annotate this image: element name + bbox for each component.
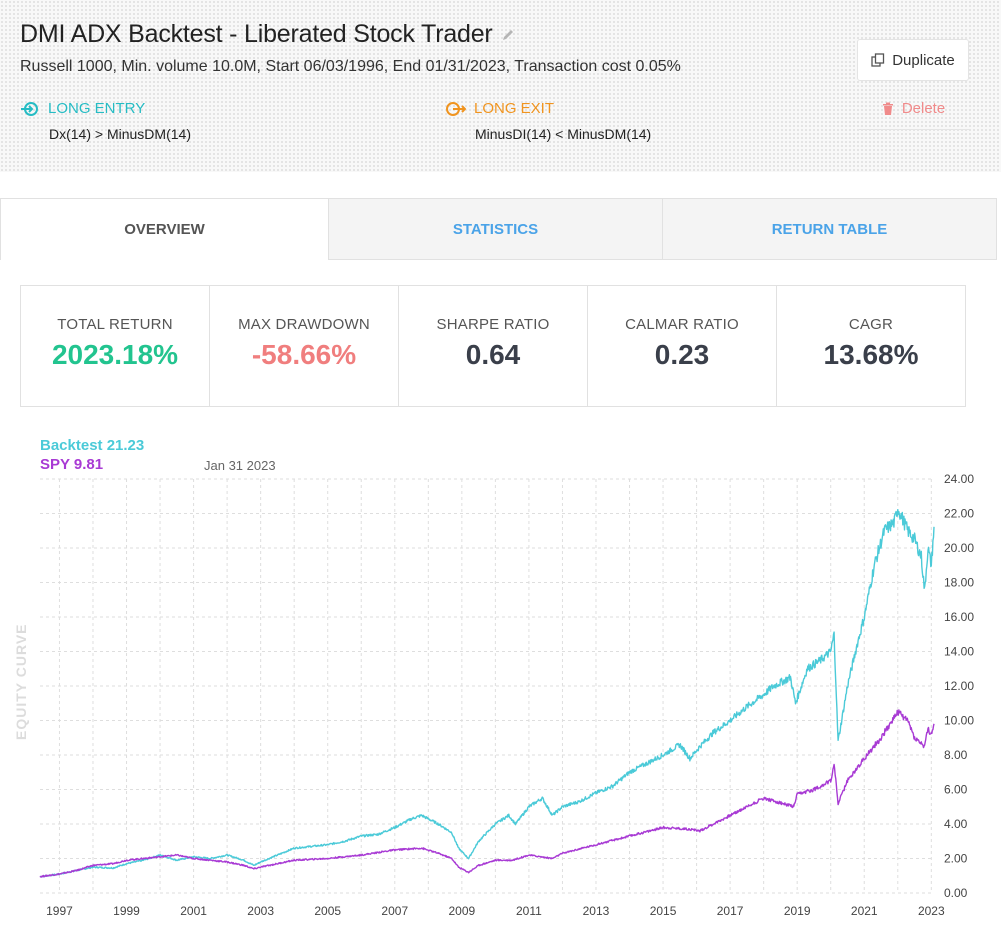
tab-bar: OVERVIEW STATISTICS RETURN TABLE [0, 198, 997, 260]
equity-chart[interactable]: 0.00 2.00 4.00 6.00 8.00 10.00 12.00 14.00 16.00… [0, 430, 1001, 950]
backtest-subtitle: Russell 1000, Min. volume 10.0M, Start 0… [20, 58, 681, 75]
tab-overview[interactable]: OVERVIEW [0, 199, 329, 260]
x-tick-label: 2015 [650, 904, 677, 918]
y-tick-label: 8.00 [944, 748, 968, 762]
title-row: DMI ADX Backtest - Liberated Stock Trade… [20, 20, 515, 49]
delete-button[interactable]: Delete [857, 88, 969, 130]
entry-arrow-icon [21, 101, 38, 116]
x-tick-label: 2017 [717, 904, 744, 918]
x-tick-label: 2005 [314, 904, 341, 918]
stat-cagr: CAGR 13.68% [777, 286, 965, 406]
x-tick-label: 2003 [247, 904, 274, 918]
backtest-header: DMI ADX Backtest - Liberated Stock Trade… [0, 0, 1001, 172]
y-tick-label: 14.00 [944, 645, 974, 659]
x-tick-label: 1997 [46, 904, 73, 918]
y-tick-label: 22.00 [944, 507, 974, 521]
long-entry-label: LONG ENTRY [48, 100, 146, 117]
y-tick-label: 10.00 [944, 714, 974, 728]
y-axis-label: EQUITY CURVE [13, 623, 29, 740]
x-tick-label: 2021 [851, 904, 878, 918]
stat-label: SHARPE RATIO [436, 316, 550, 333]
backtest-series-line [39, 508, 935, 878]
y-tick-label: 2.00 [944, 852, 968, 866]
y-tick-label: 20.00 [944, 541, 974, 555]
trash-icon [882, 102, 893, 115]
long-exit-label: LONG EXIT [474, 100, 555, 117]
x-tick-label: 2019 [784, 904, 811, 918]
stat-calmar-ratio: CALMAR RATIO 0.23 [588, 286, 777, 406]
stat-total-return: TOTAL RETURN 2023.18% [21, 286, 210, 406]
equity-chart-svg[interactable]: 0.00 2.00 4.00 6.00 8.00 10.00 12.00 14.00 16.00… [0, 430, 1001, 950]
x-tick-label: 2013 [583, 904, 610, 918]
long-exit-expression: MinusDI(14) < MinusDM(14) [475, 126, 652, 142]
copy-icon [871, 53, 885, 67]
x-tick-label: 2001 [180, 904, 207, 918]
tab-return-table[interactable]: RETURN TABLE [663, 199, 997, 260]
stat-max-drawdown: MAX DRAWDOWN -58.66% [210, 286, 399, 406]
stat-value: 13.68% [823, 339, 919, 370]
pencil-icon[interactable] [501, 28, 515, 42]
y-tick-label: 24.00 [944, 472, 974, 486]
delete-label: Delete [901, 100, 946, 117]
x-tick-label: 2011 [516, 904, 542, 918]
stat-value: -58.66% [251, 339, 357, 370]
stat-value: 0.64 [465, 339, 521, 370]
legend-backtest: Backtest 21.23 [40, 437, 145, 454]
y-tick-label: 4.00 [944, 817, 968, 831]
long-entry-block: LONG ENTRY Dx(14) > MinusDM(14) [20, 100, 191, 142]
stat-sharpe-ratio: SHARPE RATIO 0.64 [399, 286, 588, 406]
x-tick-label: 2009 [448, 904, 475, 918]
y-tick-label: 18.00 [944, 576, 974, 590]
y-tick-label: 0.00 [944, 886, 968, 900]
legend-spy: SPY 9.81 [40, 456, 104, 473]
stat-label: TOTAL RETURN [57, 316, 173, 333]
tab-statistics[interactable]: STATISTICS [329, 199, 663, 260]
y-tick-label: 12.00 [944, 679, 974, 693]
spy-series-line [39, 709, 935, 878]
duplicate-label: Duplicate [892, 51, 955, 69]
page-title: DMI ADX Backtest - Liberated Stock Trade… [20, 20, 493, 48]
x-tick-label: 2023 [918, 904, 945, 918]
stat-value: 0.23 [654, 339, 710, 370]
x-tick-label: 2007 [381, 904, 408, 918]
y-tick-label: 6.00 [944, 783, 968, 797]
stats-panel: TOTAL RETURN 2023.18% MAX DRAWDOWN -58.6… [20, 285, 966, 407]
stat-label: CALMAR RATIO [625, 316, 739, 333]
long-entry-expression: Dx(14) > MinusDM(14) [49, 126, 191, 142]
duplicate-button[interactable]: Duplicate [857, 39, 969, 81]
x-tick-label: 1999 [113, 904, 140, 918]
stat-label: CAGR [848, 316, 894, 333]
stat-label: MAX DRAWDOWN [238, 316, 370, 333]
exit-arrow-icon [446, 101, 466, 116]
stat-value: 2023.18% [51, 339, 179, 370]
y-tick-label: 16.00 [944, 610, 974, 624]
long-exit-block: LONG EXIT MinusDI(14) < MinusDM(14) [446, 100, 651, 142]
hover-date-label: Jan 31 2023 [204, 458, 276, 473]
